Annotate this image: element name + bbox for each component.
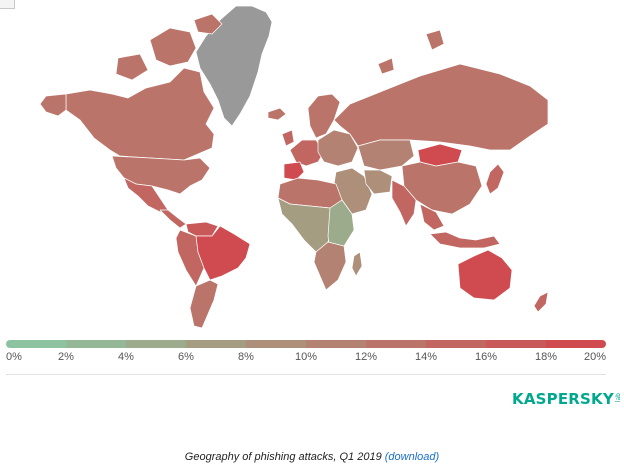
scale-label-8: 16% [474,351,498,363]
map-region-iceland [267,107,287,121]
scale-segment-9 [546,340,606,348]
logo-sub: lab [614,393,622,403]
divider [6,374,606,375]
scale-segment-1 [66,340,126,348]
corner-mark [0,0,15,9]
scale-label-4: 8% [238,351,254,363]
map-region-australia [457,249,513,301]
map-region-russia [333,63,549,151]
map-region-kazakhstan [357,139,415,171]
map-region-madagascar [351,251,363,277]
caption-text: Geography of phishing attacks, Q1 2019 [184,451,382,463]
scale-segment-5 [306,340,366,348]
map-region-southeast-asia [419,203,445,231]
map-region-japan [485,163,505,195]
map-region-canada-islands [115,13,223,81]
scale-label-1: 2% [58,351,74,363]
color-scale-labels: 0% 2% 4% 6% 8% 10% 12% 14% 16% 18% 20% [0,351,624,367]
scale-segment-4 [246,340,306,348]
map-region-alaska [39,93,67,117]
map-region-iran [363,169,393,195]
map-region-indonesia [429,231,501,249]
map-region-eastern-europe [317,129,359,167]
kaspersky-logo: KASPERSKY lab [512,389,622,409]
map-region-brazil [195,225,251,281]
scale-segment-2 [126,340,186,348]
scale-label-5: 10% [294,351,318,363]
scale-label-7: 14% [414,351,438,363]
map-region-argentina [189,279,219,329]
scale-segment-8 [486,340,546,348]
world-map [39,5,549,329]
map-region-canada [65,67,215,161]
color-scale-bar [6,340,606,348]
scale-segment-0 [6,340,66,348]
scale-segment-6 [366,340,426,348]
scale-segment-3 [186,340,246,348]
map-region-russia-islands [377,29,445,75]
map-region-iberia [283,161,305,181]
scale-label-9: 18% [534,351,558,363]
map-region-united-states [111,155,211,195]
scale-label-3: 6% [178,351,194,363]
map-region-central-america [159,209,187,229]
scale-label-0: 0% [6,351,22,363]
logo-text: KASPERSKY [512,390,614,408]
scale-label-10: 20% [583,351,606,363]
map-region-greenland [195,5,273,127]
scale-label-2: 4% [118,351,134,363]
download-link[interactable]: (download) [384,451,440,463]
map-region-india [391,179,417,227]
map-region-east-africa [327,199,355,251]
scale-segment-7 [426,340,486,348]
scale-label-6: 12% [354,351,378,363]
figure-caption: Geography of phishing attacks, Q1 2019 (… [0,451,624,463]
map-region-southern-africa [313,241,347,291]
map-region-new-zealand [533,291,549,313]
